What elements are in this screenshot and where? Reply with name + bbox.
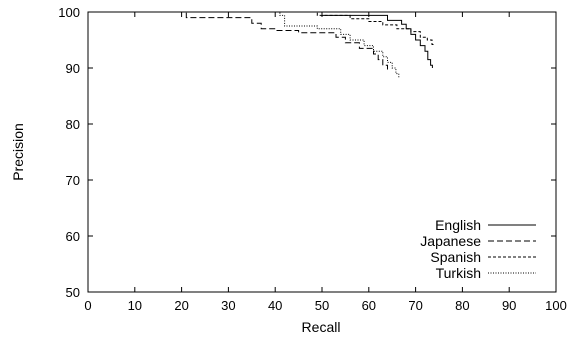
y-axis-title: Precision [10,123,26,181]
legend-label-japanese: Japanese [420,233,481,249]
x-tick-label: 0 [84,298,91,313]
y-tick-label: 60 [66,229,80,244]
y-tick-label: 90 [66,61,80,76]
series-line-japanese [88,11,388,71]
x-axis-title: Recall [302,319,341,335]
x-tick-label: 10 [128,298,142,313]
x-tick-label: 60 [362,298,376,313]
plot-frame [87,11,557,293]
y-tick-label: 100 [58,5,80,20]
legend-label-english: English [435,217,481,233]
x-tick-label: 100 [545,298,567,313]
x-tick-label: 70 [408,298,422,313]
x-tick-label: 40 [268,298,282,313]
series-line-spanish [88,11,435,45]
x-tick-label: 90 [502,298,516,313]
x-tick-label: 30 [221,298,235,313]
legend-label-turkish: Turkish [436,265,481,281]
x-tick-label: 80 [455,298,469,313]
x-tick-label: 50 [315,298,329,313]
y-tick-label: 80 [66,117,80,132]
x-tick-label: 20 [174,298,188,313]
legend-label-spanish: Spanish [430,249,481,265]
series-line-turkish [88,11,400,79]
y-tick-label: 70 [66,173,80,188]
y-tick-label: 50 [66,285,80,300]
series-line-english [88,11,433,68]
